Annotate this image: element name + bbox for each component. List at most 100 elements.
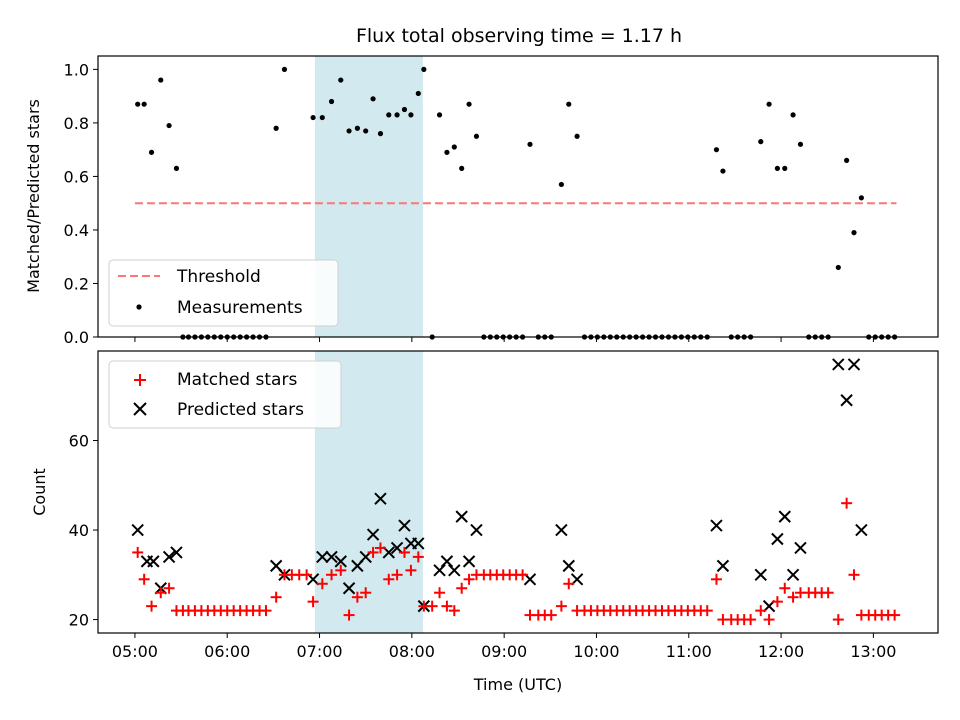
predicted-marker — [398, 519, 411, 532]
matched-marker — [163, 582, 175, 594]
measurement-point — [473, 133, 480, 139]
measurement-point — [835, 264, 841, 271]
measurement-point — [766, 101, 772, 107]
bottom-x-axis-label: Time (UTC) — [473, 675, 562, 694]
bottom-panel: 20 40 60 05:00 06:00 07:00 08:00 09:00 10:00 11:… — [30, 350, 939, 694]
measurement-point — [394, 112, 400, 118]
predicted-marker — [462, 555, 476, 568]
measurement-point — [459, 165, 465, 171]
measurement-point — [527, 141, 533, 147]
measurement-point — [338, 77, 344, 83]
measurement-point — [281, 66, 288, 72]
matched-marker — [155, 587, 167, 599]
measurement-point — [310, 114, 316, 121]
matched-marker — [456, 582, 468, 594]
bottom-x-tick-label: 07:00 — [296, 642, 342, 661]
measurement-point — [319, 114, 325, 121]
measurement-point — [713, 147, 720, 153]
legend-matched-swatch — [134, 374, 146, 386]
measurement-point — [415, 90, 421, 97]
measurement-point — [354, 125, 360, 131]
matched-marker — [405, 564, 417, 576]
measurement-point — [451, 144, 457, 150]
matched-marker — [426, 600, 438, 612]
matched-marker — [383, 573, 395, 585]
measurement-point — [273, 125, 279, 131]
matched-marker — [771, 596, 783, 608]
predicted-marker — [716, 559, 730, 573]
predicted-markers — [131, 358, 868, 613]
measurement-point — [558, 181, 564, 188]
matched-marker — [367, 546, 379, 558]
measurement-point — [166, 122, 172, 129]
matched-marker — [555, 600, 567, 612]
measurement-point — [158, 77, 164, 83]
predicted-marker — [855, 523, 868, 537]
predicted-marker — [832, 358, 845, 371]
predicted-marker — [455, 510, 468, 523]
measurement-point — [436, 112, 443, 118]
top-frame — [97, 55, 939, 338]
predicted-marker — [325, 550, 338, 564]
matched-marker — [832, 614, 844, 626]
matched-markers — [132, 497, 901, 626]
matched-marker — [463, 573, 475, 585]
measurement-point — [141, 101, 147, 107]
predicted-marker — [162, 550, 176, 564]
matched-marker — [763, 614, 775, 626]
bottom-x-tick-label: 09:00 — [481, 642, 527, 661]
predicted-marker — [366, 528, 380, 541]
bottom-y-axis-label: Count — [30, 468, 49, 516]
bottom-x-axis: 05:00 06:00 07:00 08:00 09:00 10:00 11:00 12:00… — [112, 633, 896, 661]
matched-marker — [270, 591, 282, 603]
legend-measurements-label: Measurements — [177, 298, 303, 318]
bottom-legend-box — [108, 360, 342, 429]
measurement-point — [148, 149, 155, 155]
predicted-marker — [778, 510, 791, 523]
measurement-point — [444, 149, 450, 155]
bottom-y-tick-label: 60 — [69, 432, 89, 451]
matched-marker — [132, 546, 144, 558]
legend-threshold-label: Threshold — [176, 267, 261, 287]
bottom-legend: Matched stars Predicted stars — [108, 360, 342, 429]
matched-marker — [374, 542, 386, 554]
predicted-marker — [131, 523, 144, 537]
predicted-marker — [555, 523, 568, 537]
measurement-point — [370, 96, 376, 102]
predicted-marker — [771, 532, 784, 546]
matched-marker — [301, 569, 313, 581]
matched-marker — [701, 605, 713, 617]
top-legend: Threshold Measurements — [108, 259, 339, 327]
measurement-point — [851, 230, 857, 236]
top-panel: 0.0 0.2 0.4 0.6 0.8 1.0 Matched/Predicted sta… — [24, 55, 939, 347]
predicted-marker — [754, 568, 767, 582]
measurement-point — [363, 128, 369, 134]
measurement-point — [720, 168, 726, 174]
legend-matched-label: Matched stars — [177, 370, 297, 390]
matched-marker — [260, 605, 272, 617]
measurement-point — [790, 112, 796, 118]
matched-marker — [822, 587, 834, 599]
top-y-tick-label: 0.8 — [64, 114, 89, 133]
bottom-x-tick-label: 10:00 — [573, 642, 619, 661]
top-y-tick-label: 1.0 — [64, 60, 89, 79]
bottom-x-tick-label: 08:00 — [389, 642, 435, 661]
matched-marker — [434, 587, 446, 599]
top-x-ticks — [134, 337, 874, 342]
top-y-tick-label: 0.2 — [64, 274, 89, 293]
matched-marker — [307, 596, 319, 608]
top-legend-box — [108, 259, 339, 327]
measurement-point — [377, 131, 384, 137]
predicted-marker — [147, 555, 160, 568]
matched-marker — [710, 573, 722, 585]
measurement-point — [782, 165, 788, 171]
predicted-marker — [342, 582, 356, 595]
bottom-y-tick-label: 40 — [69, 521, 89, 540]
matched-marker — [787, 591, 799, 603]
predicted-marker — [170, 546, 183, 559]
bottom-x-tick-label: 05:00 — [112, 642, 158, 661]
measurement-point — [408, 112, 414, 118]
bottom-x-tick-label: 12:00 — [758, 642, 804, 661]
matched-marker — [779, 582, 791, 594]
